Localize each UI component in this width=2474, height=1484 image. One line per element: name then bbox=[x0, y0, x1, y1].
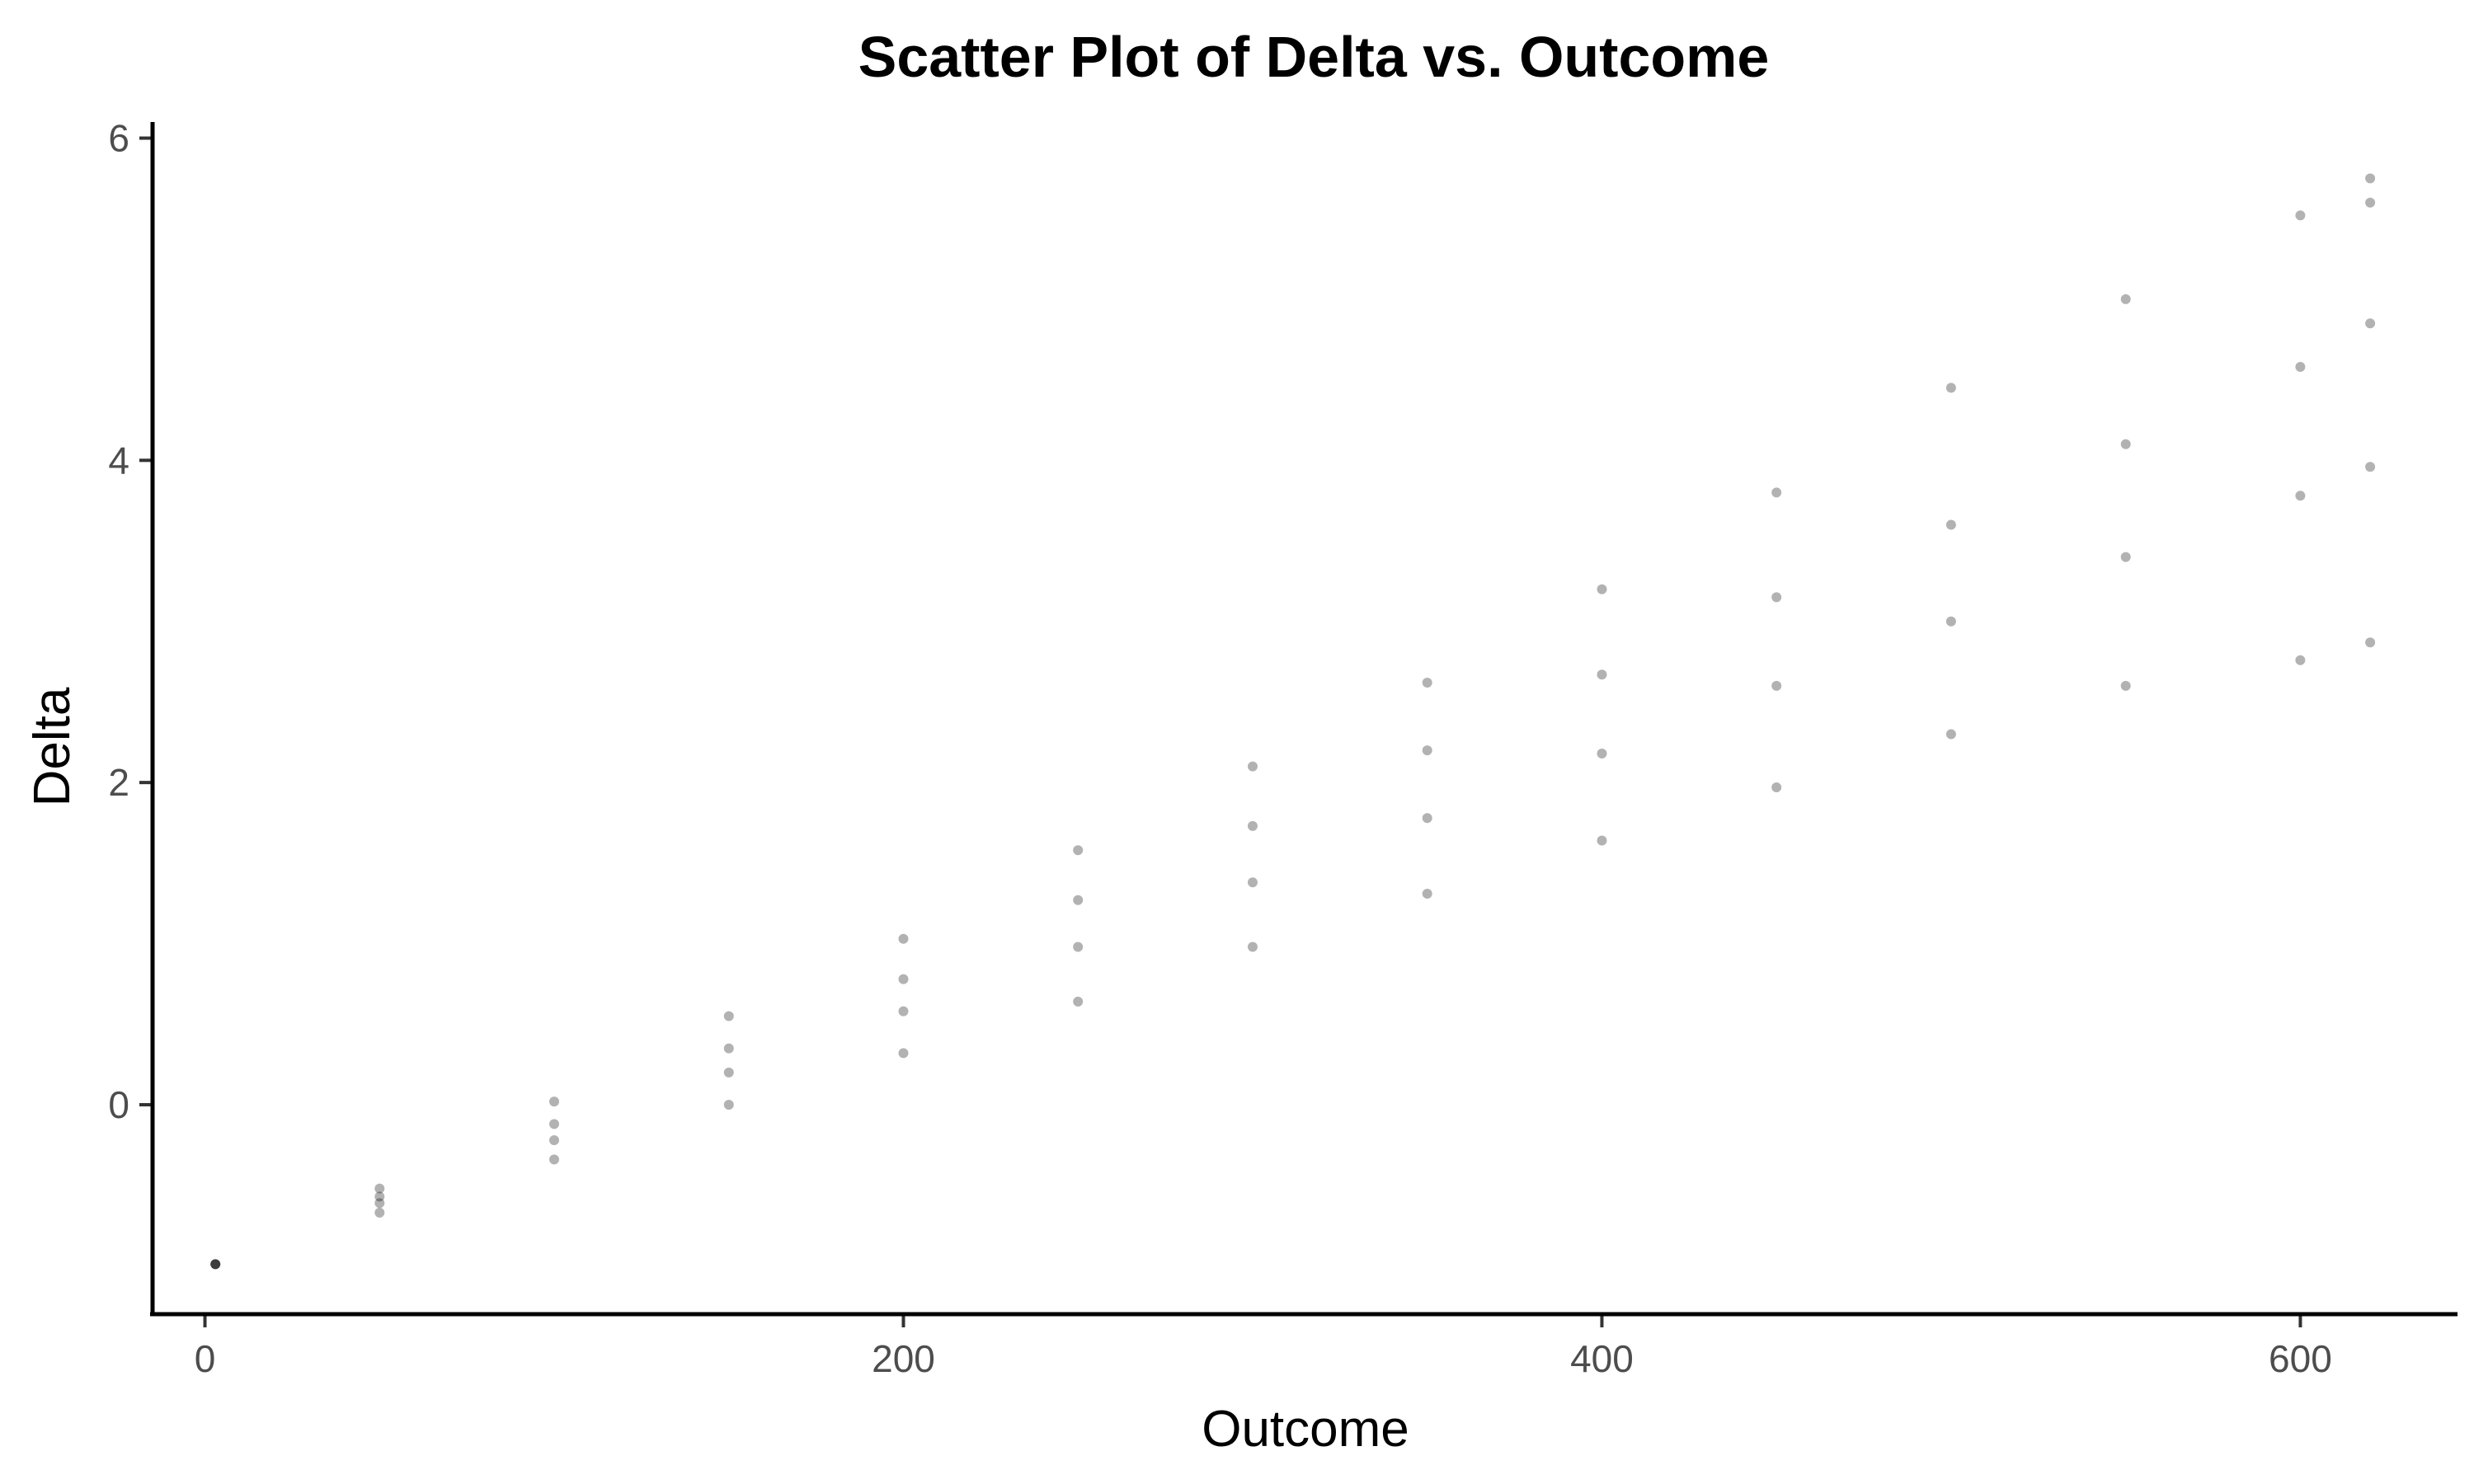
data-point bbox=[1771, 592, 1782, 603]
chart-title: Scatter Plot of Delta vs. Outcome bbox=[858, 25, 1770, 89]
data-point bbox=[898, 974, 909, 984]
data-point bbox=[1422, 745, 1432, 756]
x-axis-ticks: 0 200 400 600 bbox=[195, 1314, 2332, 1380]
data-point bbox=[1945, 383, 1956, 393]
data-point bbox=[898, 933, 909, 944]
data-point bbox=[210, 1259, 221, 1270]
data-point bbox=[1248, 877, 1258, 888]
data-point bbox=[549, 1119, 559, 1129]
data-point bbox=[1422, 889, 1432, 899]
data-point bbox=[1073, 996, 1084, 1007]
data-point bbox=[898, 1006, 909, 1017]
data-point bbox=[2295, 491, 2306, 501]
data-point bbox=[1945, 729, 1956, 740]
data-point bbox=[1771, 782, 1782, 792]
data-point bbox=[2120, 439, 2131, 449]
data-point bbox=[2365, 197, 2376, 208]
data-point bbox=[374, 1198, 385, 1209]
data-point bbox=[374, 1191, 385, 1202]
data-point bbox=[210, 1259, 221, 1270]
data-point bbox=[549, 1154, 559, 1165]
data-point bbox=[1771, 487, 1782, 498]
data-point bbox=[2120, 294, 2131, 304]
data-point bbox=[210, 1259, 221, 1270]
x-tick-label: 600 bbox=[2269, 1337, 2332, 1380]
data-point bbox=[1422, 678, 1432, 688]
data-point bbox=[2365, 637, 2376, 648]
data-point bbox=[1597, 584, 1607, 594]
data-point bbox=[2120, 680, 2131, 691]
data-point bbox=[1073, 942, 1084, 952]
data-point bbox=[374, 1183, 385, 1194]
data-point bbox=[2295, 210, 2306, 221]
data-point bbox=[723, 1067, 734, 1078]
data-point bbox=[374, 1207, 385, 1218]
data-point bbox=[2365, 173, 2376, 184]
data-point bbox=[210, 1259, 221, 1270]
data-point bbox=[1248, 761, 1258, 772]
data-point bbox=[2120, 552, 2131, 562]
y-tick-label: 6 bbox=[108, 117, 129, 160]
data-point bbox=[2365, 318, 2376, 329]
data-point bbox=[723, 1100, 734, 1110]
data-point bbox=[1248, 942, 1258, 952]
data-point bbox=[1422, 813, 1432, 824]
y-tick-label: 4 bbox=[108, 439, 129, 481]
data-point bbox=[1771, 680, 1782, 691]
data-point bbox=[723, 1043, 734, 1054]
y-tick-label: 2 bbox=[108, 761, 129, 804]
data-point bbox=[1248, 820, 1258, 831]
y-axis-title: Delta bbox=[24, 687, 81, 806]
data-point bbox=[1073, 845, 1084, 856]
data-point bbox=[723, 1011, 734, 1021]
data-point bbox=[1945, 616, 1956, 627]
data-point bbox=[2295, 655, 2306, 665]
data-point bbox=[1597, 749, 1607, 758]
points-layer bbox=[210, 173, 2376, 1270]
data-point bbox=[549, 1135, 559, 1145]
data-point bbox=[1945, 519, 1956, 530]
data-point bbox=[1073, 895, 1084, 905]
y-tick-label: 0 bbox=[108, 1083, 129, 1126]
data-point bbox=[2295, 362, 2306, 372]
x-tick-label: 200 bbox=[872, 1337, 935, 1380]
x-tick-label: 0 bbox=[195, 1337, 216, 1380]
x-tick-label: 400 bbox=[1570, 1337, 1634, 1380]
data-point bbox=[1597, 835, 1607, 846]
data-point bbox=[549, 1097, 559, 1107]
x-axis-title: Outcome bbox=[1202, 1401, 1409, 1458]
y-axis-ticks: 0 2 4 6 bbox=[108, 117, 153, 1126]
data-point bbox=[1597, 669, 1607, 680]
data-point bbox=[898, 1048, 909, 1059]
data-point bbox=[2365, 462, 2376, 472]
